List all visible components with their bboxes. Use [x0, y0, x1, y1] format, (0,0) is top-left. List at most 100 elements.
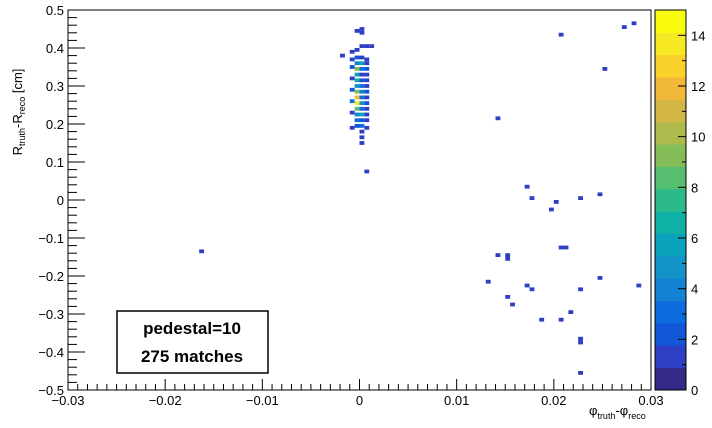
y-tick-label: 0.1: [46, 155, 64, 170]
heatmap-bin: [354, 61, 360, 66]
heatmap-bin: [354, 78, 360, 83]
heatmap-bin: [578, 340, 583, 345]
heatmap-bin: [349, 65, 355, 69]
heatmap-bin: [510, 302, 515, 307]
heatmap-bin: [563, 245, 569, 250]
heatmap-bin: [524, 184, 530, 189]
heatmap-bin: [359, 118, 365, 123]
heatmap-bin: [631, 21, 637, 26]
y-tick-label: 0.5: [46, 3, 64, 18]
heatmap-bin: [349, 49, 355, 54]
heatmap-bin: [369, 44, 375, 48]
y-tick-label: 0.2: [46, 117, 64, 132]
heatmap-bin: [359, 89, 365, 94]
heatmap-bin: [364, 89, 370, 94]
heatmap-bin: [359, 106, 365, 111]
color-scale-segment: [655, 188, 686, 212]
heatmap-bin: [354, 112, 360, 117]
heatmap-bin: [364, 57, 370, 62]
z-tick-label: 10: [691, 130, 705, 145]
x-tick-label: −0.03: [52, 393, 85, 408]
heatmap-bin: [364, 72, 370, 77]
annotation-matches: 275 matches: [141, 347, 243, 366]
heatmap-bin: [364, 101, 370, 105]
heatmap-bin: [364, 125, 370, 130]
color-scale-segment: [655, 233, 686, 257]
heatmap-bin: [364, 44, 370, 48]
heatmap-bin: [558, 245, 564, 250]
heatmap-bin: [359, 44, 365, 48]
heatmap-bin: [354, 101, 360, 105]
color-scale-segment: [655, 345, 686, 369]
heatmap-bin: [349, 110, 355, 115]
heatmap-bin: [359, 112, 365, 117]
heatmap-bin: [553, 200, 559, 204]
heatmap-bin: [359, 84, 365, 88]
x-axis: −0.03 −0.02 −0.01 0 0.01 0.02 0.03: [52, 379, 664, 408]
z-tick-label: 0: [691, 383, 698, 398]
z-tick-label: 2: [691, 332, 698, 347]
heatmap-bin: [359, 61, 365, 66]
color-scale-segment: [655, 10, 686, 33]
heatmap-bin: [597, 192, 603, 197]
heatmap-bin: [354, 95, 360, 100]
color-scale-segment: [655, 144, 686, 167]
heatmap-bin: [349, 99, 355, 104]
heatmap-bin: [349, 76, 355, 81]
heatmap-bin: [354, 67, 360, 71]
heatmap-bin: [364, 84, 370, 88]
heatmap-bin: [359, 78, 365, 83]
heatmap-bin: [359, 141, 365, 145]
z-tick-label: 12: [691, 79, 705, 94]
heatmap-bin: [539, 317, 545, 322]
heatmap-bin: [359, 27, 365, 31]
heatmap-bin: [354, 89, 360, 94]
color-scale-segment: [655, 278, 686, 301]
heatmap-bin: [349, 125, 355, 130]
heatmap-bin: [602, 67, 608, 71]
x-tick-label: −0.02: [149, 393, 182, 408]
heatmap-bin: [548, 207, 554, 212]
annotation-pedestal: pedestal=10: [143, 319, 241, 338]
x-axis-title: φtruth-φreco: [589, 403, 646, 421]
heatmap-bin: [349, 87, 355, 92]
heatmap-bin: [364, 67, 370, 71]
z-tick-label: 4: [691, 282, 698, 297]
y-tick-label: 0.3: [46, 79, 64, 94]
color-scale-bar: 0 2 4 6 8 10 12 14: [654, 9, 705, 398]
heatmap-bin: [636, 283, 642, 288]
heatmap-bin: [364, 78, 370, 83]
color-scale-segment: [655, 255, 686, 279]
heatmap-bin: [485, 279, 491, 284]
heatmap-bin: [495, 253, 501, 257]
heatmap-bin: [558, 317, 564, 322]
heatmap-bin: [597, 276, 603, 280]
y-axis-title: Rtruth-Rreco [cm]: [10, 69, 27, 156]
heatmap-bin: [359, 101, 365, 105]
heatmap-bin: [359, 129, 365, 134]
y-tick-label: 0: [57, 193, 64, 208]
y-tick-label: −0.4: [38, 345, 64, 360]
x-tick-label: 0: [356, 393, 363, 408]
heatmap-bin: [529, 196, 535, 200]
x-tick-label: 0.01: [444, 393, 469, 408]
z-tick-label: 14: [691, 28, 705, 43]
heatmap-bin: [364, 112, 370, 117]
color-scale-segment: [655, 54, 686, 78]
heatmap-bin: [529, 287, 535, 292]
heatmap-bin: [354, 29, 360, 33]
heatmap-bin: [578, 371, 583, 375]
color-scale-frame: [654, 9, 687, 391]
color-scale-segment: [655, 121, 686, 145]
heatmap-bin: [354, 118, 360, 123]
heatmap-bins: [199, 21, 642, 375]
y-tick-label: −0.1: [38, 231, 64, 246]
heatmap-bin: [354, 106, 360, 111]
heatmap-bin: [340, 53, 345, 58]
x-tick-label: 0.03: [638, 393, 663, 408]
color-scale-segment: [655, 32, 686, 56]
heatmap-bin: [359, 95, 365, 100]
heatmap-bin: [578, 336, 583, 341]
heatmap-bin: [621, 25, 627, 29]
color-scale-segment: [655, 322, 686, 346]
